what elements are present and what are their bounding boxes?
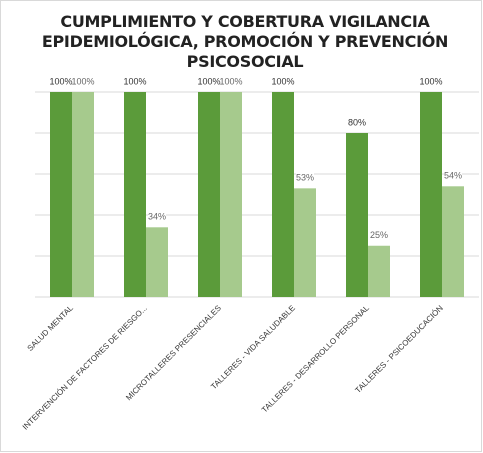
data-label: 34% bbox=[148, 212, 166, 222]
data-label: 100% bbox=[123, 76, 146, 86]
bar bbox=[72, 92, 94, 297]
data-label: 100% bbox=[219, 76, 242, 86]
bar bbox=[146, 227, 168, 297]
data-label: 100% bbox=[49, 76, 72, 86]
bar bbox=[198, 92, 220, 297]
x-tick-label: TALLERES - VIDA SALUDABLE bbox=[209, 304, 297, 392]
data-label: 100% bbox=[71, 76, 94, 86]
x-tick-label: TALLERES - PSICOEDUCACIÓN bbox=[353, 303, 445, 395]
data-label: 53% bbox=[296, 173, 314, 183]
data-label: 100% bbox=[271, 76, 294, 86]
bar bbox=[50, 92, 72, 297]
bar bbox=[220, 92, 242, 297]
bar bbox=[272, 92, 294, 297]
bar bbox=[368, 245, 390, 297]
chart-title: CUMPLIMIENTO Y COBERTURA VIGILANCIA EPID… bbox=[41, 12, 449, 71]
label-box bbox=[148, 211, 166, 224]
bar bbox=[420, 92, 442, 297]
bar bbox=[346, 133, 368, 297]
data-label: 100% bbox=[197, 76, 220, 86]
data-label: 25% bbox=[370, 230, 388, 240]
label-box bbox=[370, 229, 388, 242]
label-box bbox=[444, 170, 462, 183]
bar bbox=[124, 92, 146, 297]
data-label: 80% bbox=[348, 117, 366, 127]
data-label: 100% bbox=[419, 76, 442, 86]
x-tick-label: SALUD MENTAL bbox=[26, 303, 76, 353]
bar bbox=[294, 188, 316, 297]
x-tick-label: INTERVENCIÓN DE FACTORES DE RIESGO... bbox=[21, 304, 149, 432]
bar bbox=[442, 186, 464, 297]
label-box bbox=[296, 172, 314, 185]
data-label: 54% bbox=[444, 171, 462, 181]
